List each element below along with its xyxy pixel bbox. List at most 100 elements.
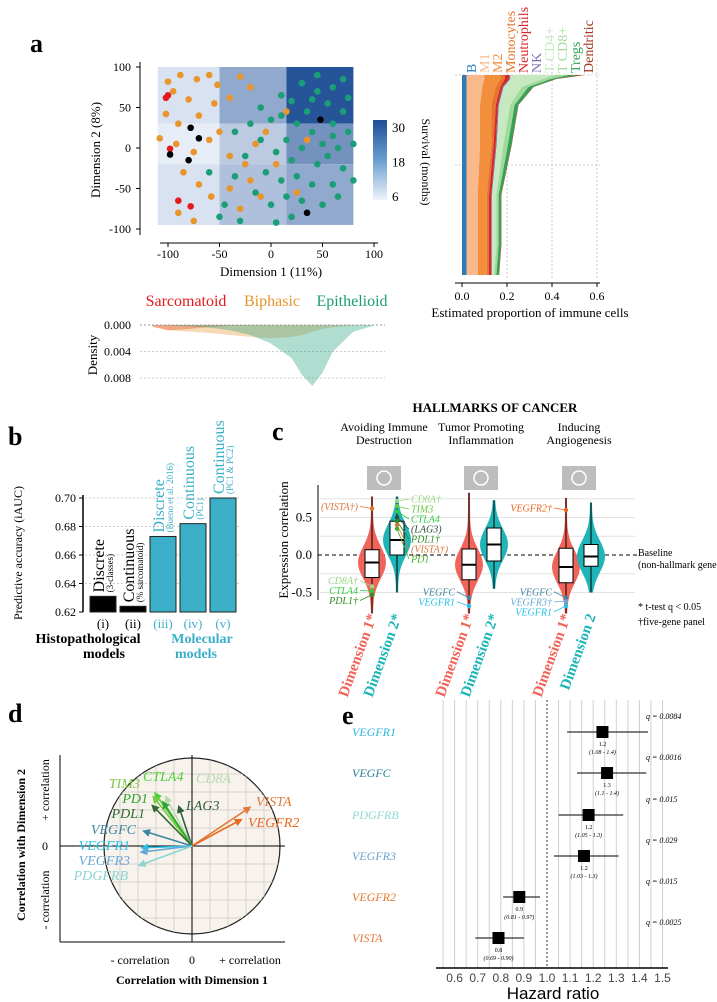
scatter-point [180, 169, 187, 176]
y-tick-label: 0.62 [55, 605, 76, 619]
ci-value: (0.81 - 0.97) [504, 914, 534, 921]
hallmark-icon-box [562, 466, 596, 490]
gene-leader [456, 591, 470, 599]
panel-label-d: d [8, 699, 23, 728]
gene-label: VEGFR3 [352, 849, 396, 863]
scatter-point [319, 201, 326, 208]
scatter-point [308, 96, 316, 103]
series-label: NK [530, 53, 545, 73]
scatter-point [319, 140, 326, 148]
gene-leader [396, 528, 410, 560]
bar-sublabel: (Bueno et al. 2016) [165, 463, 175, 532]
scatter-point [329, 132, 337, 140]
hr-value: 1.2 [585, 825, 593, 831]
bar-label: Continuous [181, 446, 198, 520]
scatter-point [278, 177, 285, 184]
hr-marker [596, 726, 609, 738]
scatter-point [236, 217, 244, 225]
hallmark-title: Inflammation [448, 433, 513, 447]
y-tick-label: 0.70 [55, 491, 76, 505]
scatter-point [195, 134, 203, 142]
stack-area [486, 75, 505, 275]
loading-arrow [191, 806, 252, 847]
colorbar-tick-label: 18 [392, 155, 405, 170]
panel-d-correlation-circle: VISTA VEGFR2 LAG3 CD8A CTLA4TIM3PD1PDL1VEGFC… [14, 755, 299, 987]
scatter-point [166, 151, 174, 158]
q-value: q = 0.015 [646, 877, 677, 886]
loading-arrow [191, 818, 243, 847]
scatter-point [350, 140, 357, 148]
scatter-point [162, 110, 170, 118]
panel-label-a: a [30, 29, 43, 58]
scatter-point [303, 108, 311, 115]
bar-numeral: (i) [97, 616, 109, 631]
scatter-point [252, 140, 259, 148]
panel-a-scatter: -100 -50 0 50 100 100 50 0 -50 -100 Dimension 1 (1… [88, 60, 433, 279]
colorbar-tick-label: 30 [392, 120, 405, 135]
gene-leader [396, 505, 410, 510]
bar-numeral: (ii) [125, 616, 141, 631]
hr-value: 0.9 [516, 907, 524, 913]
scatter-point [231, 128, 239, 136]
scatter-point [177, 71, 184, 79]
x-tick-label: -100 [157, 247, 179, 261]
scatter-point [329, 181, 337, 188]
bar-sublabel: (3-classes) [105, 554, 115, 592]
scatter-point [207, 193, 215, 200]
scatter-point [339, 164, 347, 172]
q-value: q = 0.029 [646, 836, 677, 845]
bar-numeral: (v) [215, 616, 230, 631]
y-axis-label: 0 [42, 839, 48, 853]
scatter-point [278, 92, 285, 99]
scatter-point [344, 94, 352, 102]
scatter-point [324, 100, 331, 107]
hallmark-icon-box [367, 466, 401, 490]
bar-label: Continuous [121, 529, 138, 603]
gene-label: PD1 [410, 555, 429, 566]
gene-leader [359, 590, 373, 592]
hr-marker [601, 767, 614, 779]
group-label: Epithelioid [316, 293, 387, 310]
gene-label: PDL1† [328, 596, 359, 607]
box [583, 544, 599, 567]
gene-leader [553, 591, 567, 599]
gene-label: (VISTA†) [321, 502, 359, 513]
box [364, 549, 380, 578]
panel-label-c: c [272, 417, 284, 446]
x-tick-label: 1.3 [608, 971, 625, 985]
gene-label: VISTA [256, 795, 292, 810]
panel-label-e: e [342, 701, 354, 730]
y-axis-title: Dimension 2 (8%) [88, 102, 103, 198]
q-value: q = 0.015 [646, 795, 677, 804]
gene-leader [396, 517, 410, 530]
gene-label: (LAG3) [411, 525, 442, 536]
scatter-point [257, 136, 265, 144]
gene-label: PDL1† [410, 535, 441, 546]
ci-value: (1.1 - 1.4) [595, 790, 619, 797]
scatter-point [205, 169, 213, 176]
gene-label: PDGFRB [73, 869, 129, 884]
scatter-point [293, 189, 301, 196]
scatter-point [298, 144, 306, 152]
scatter-point [241, 152, 249, 160]
gene-leader [553, 605, 567, 613]
x-tick-label: 1.1 [562, 971, 579, 985]
y-axis-title: Expression correlation [276, 481, 291, 599]
group-label: models [83, 647, 126, 662]
bar [209, 497, 237, 613]
scatter-point [283, 193, 290, 200]
x-axis-label: + correlation [219, 953, 281, 967]
y-tick-label: 0.008 [104, 371, 131, 385]
hr-value: 1.2 [599, 742, 607, 748]
panel-a-density: Sarcomatoid Biphasic Epithelioid 0.000 0.004… [85, 293, 388, 386]
hr-marker [582, 809, 595, 821]
bar [119, 605, 147, 613]
scatter-point [190, 148, 198, 156]
hallmark-icon-box [464, 466, 498, 490]
panel-e-forest-plot: 0.6 0.7 0.8 0.9 1.0 1.1 1.2 1.3 1.4 1.5 Hazard rat… [351, 700, 681, 1002]
hr-value: 1.2 [580, 866, 588, 872]
x-tick-label: 0.2 [500, 289, 515, 303]
hallmark-title: Tumor Promoting [438, 420, 524, 434]
series-label: Neutrophils [517, 7, 532, 73]
